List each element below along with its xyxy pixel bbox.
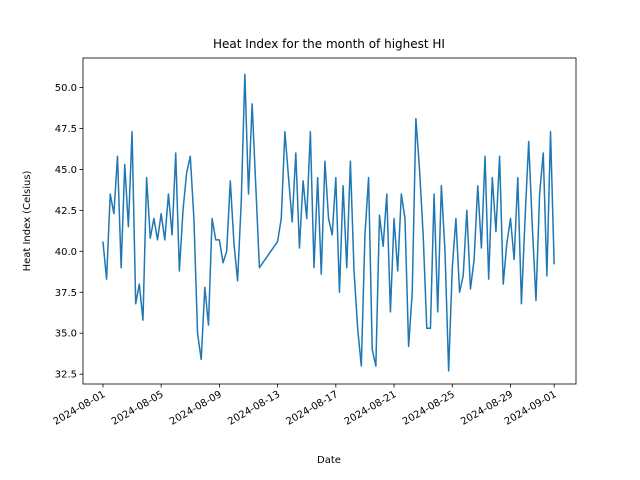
y-tick-label: 45.0 — [55, 165, 77, 176]
x-axis-label: Date — [317, 455, 341, 466]
x-tick-label: 2024-08-13 — [226, 389, 282, 428]
x-tick-label: 2024-08-01 — [52, 389, 108, 428]
y-tick-label: 50.0 — [55, 83, 77, 94]
x-tick-label: 2024-08-09 — [168, 389, 224, 428]
y-tick-label: 42.5 — [55, 206, 77, 217]
y-tick-label: 32.5 — [55, 370, 77, 381]
y-tick-label: 40.0 — [55, 247, 77, 258]
x-tick-label: 2024-08-05 — [110, 389, 166, 428]
plot-frame — [82, 57, 577, 385]
chart-title: Heat Index for the month of highest HI — [213, 37, 445, 51]
x-tick-label: 2024-08-25 — [401, 389, 457, 428]
x-tick-label: 2024-08-17 — [284, 389, 340, 428]
data-line — [102, 73, 555, 372]
y-axis-label: Heat Index (Celsius) — [22, 170, 33, 271]
y-tick-label: 37.5 — [55, 288, 77, 299]
y-tick-label: 35.0 — [55, 329, 77, 340]
x-tick-label: 2024-08-21 — [343, 389, 399, 428]
y-tick-label: 47.5 — [55, 124, 77, 135]
